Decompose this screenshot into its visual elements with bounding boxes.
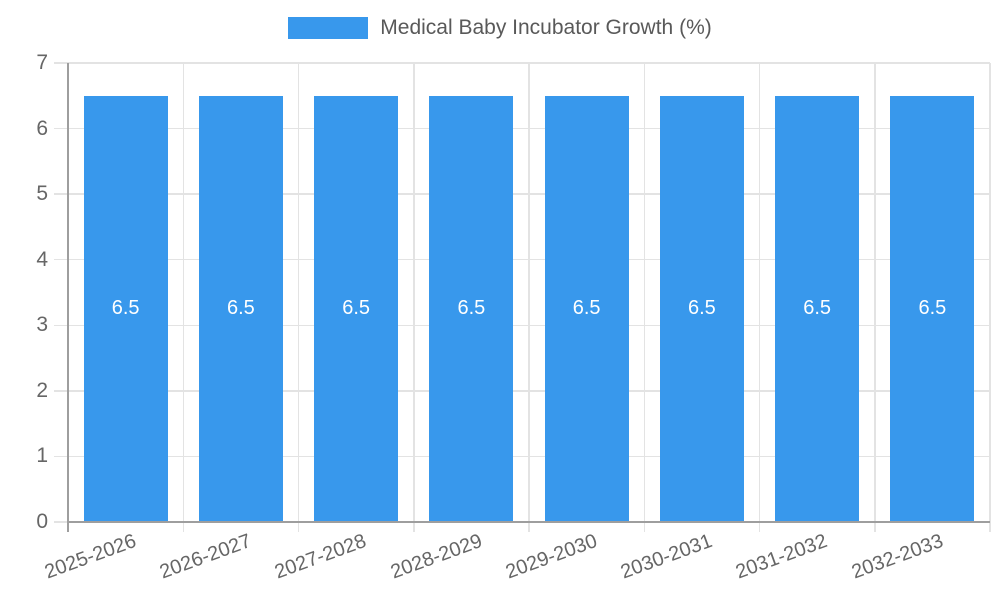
x-gridline [989, 63, 991, 532]
x-axis-tick-label: 2029-2030 [502, 530, 601, 584]
x-axis-tick-label: 2030-2031 [617, 530, 716, 584]
y-gridline [54, 390, 990, 392]
bar-value-label: 6.5 [803, 297, 832, 320]
y-gridline [54, 62, 990, 64]
bar-value-label: 6.5 [111, 297, 140, 320]
y-axis-tick-label: 7 [36, 51, 48, 74]
x-gridline [758, 63, 761, 532]
x-axis-line [68, 521, 990, 523]
legend-swatch-icon [288, 17, 369, 39]
x-gridline [413, 63, 415, 532]
y-axis-tick-label: 6 [36, 116, 48, 140]
bar[interactable]: 6.5 [890, 95, 975, 522]
y-axis-line [67, 63, 69, 532]
bar-value-label: 6.5 [918, 297, 947, 320]
x-axis-tick-label: 2026-2027 [156, 530, 255, 584]
y-gridline [54, 455, 990, 458]
bar[interactable]: 6.5 [83, 95, 168, 522]
legend-label: Medical Baby Incubator Growth (%) [380, 16, 712, 39]
x-gridline [528, 63, 530, 532]
bar[interactable]: 6.5 [659, 95, 744, 522]
y-gridline [54, 324, 990, 327]
bar-value-label: 6.5 [572, 297, 601, 320]
x-axis-tick-label: 2032-2033 [848, 530, 946, 584]
bar[interactable]: 6.5 [544, 95, 629, 522]
x-gridline [643, 63, 645, 532]
bar-value-label: 6.5 [226, 297, 255, 320]
x-axis-tick-label: 2027-2028 [272, 530, 370, 584]
x-gridline [182, 63, 184, 532]
bar-value-label: 6.5 [457, 297, 486, 320]
x-gridline [297, 63, 300, 532]
bar-value-label: 6.5 [687, 297, 716, 320]
y-axis-tick-label: 2 [36, 378, 48, 402]
y-gridline [54, 193, 990, 195]
bar[interactable]: 6.5 [775, 95, 860, 522]
x-axis-tick-label: 2025-2026 [41, 530, 140, 584]
y-axis-tick-label: 5 [36, 182, 48, 206]
bar[interactable]: 6.5 [314, 95, 399, 522]
y-axis-tick-label: 1 [36, 444, 48, 468]
x-gridline [874, 63, 876, 532]
y-gridline [54, 258, 990, 261]
bar-value-label: 6.5 [342, 297, 371, 320]
bar[interactable]: 6.5 [429, 95, 514, 522]
y-axis-tick-label: 3 [36, 313, 48, 337]
y-tick [54, 521, 68, 523]
x-axis-tick-label: 2031-2032 [733, 530, 831, 584]
y-gridline [54, 127, 990, 130]
y-axis-tick-label: 4 [36, 247, 48, 271]
chart-legend[interactable]: Medical Baby Incubator Growth (%) [0, 16, 1000, 40]
y-axis-tick-label: 0 [36, 510, 48, 533]
bar[interactable]: 6.5 [198, 95, 283, 522]
x-axis-tick-label: 2028-2029 [387, 530, 485, 584]
